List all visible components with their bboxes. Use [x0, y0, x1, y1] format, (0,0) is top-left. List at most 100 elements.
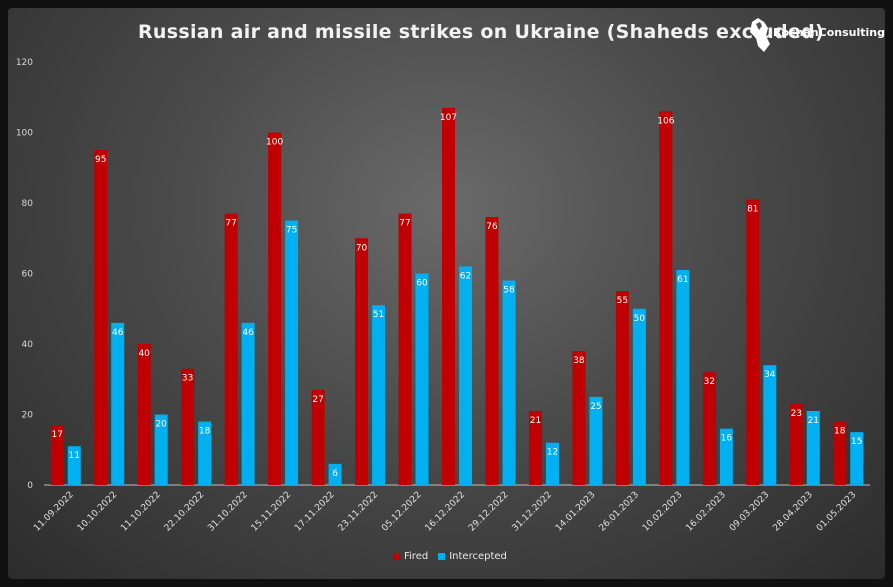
data-label-fired: 70 — [356, 243, 368, 253]
x-tick-label: 01.05.2023 — [815, 490, 859, 534]
legend-item-fired: Fired — [393, 551, 428, 562]
legend: Fired Intercepted — [393, 551, 507, 562]
bar-fired — [702, 372, 716, 485]
bar-fired — [224, 213, 238, 485]
data-label-intercepted: 61 — [677, 275, 688, 285]
legend-item-intercepted: Intercepted — [438, 551, 507, 562]
bar-fired — [485, 217, 499, 485]
data-label-intercepted: 50 — [634, 314, 646, 324]
bar-fired — [355, 238, 369, 485]
bar-fired — [311, 389, 325, 485]
legend-label-intercepted: Intercepted — [449, 551, 507, 562]
bar-intercepted — [328, 463, 342, 485]
bar-fired — [746, 199, 760, 485]
legend-swatch-intercepted — [438, 553, 446, 560]
bar-fired — [528, 410, 542, 485]
bar-intercepted — [67, 446, 81, 485]
data-label-fired: 76 — [486, 222, 498, 232]
data-label-intercepted: 75 — [286, 226, 297, 236]
y-tick-label: 80 — [22, 199, 34, 209]
bar-fired — [833, 421, 847, 485]
data-label-intercepted: 25 — [590, 402, 601, 412]
data-label-intercepted: 58 — [503, 286, 515, 296]
bar-fired — [94, 150, 108, 485]
x-tick-label: 26.01.2023 — [598, 490, 642, 534]
bar-intercepted — [719, 428, 733, 485]
y-tick-label: 40 — [22, 340, 34, 350]
data-label-intercepted: 60 — [416, 279, 428, 289]
data-label-fired: 17 — [52, 430, 63, 440]
bar-fired — [615, 291, 629, 485]
data-label-fired: 38 — [573, 356, 585, 366]
x-tick-label: 10.02.2023 — [641, 490, 685, 534]
bar-intercepted — [111, 322, 125, 485]
data-label-intercepted: 51 — [373, 310, 384, 320]
bar-intercepted — [502, 280, 516, 485]
data-label-fired: 21 — [530, 416, 541, 426]
data-label-fired: 107 — [440, 113, 457, 123]
bar-intercepted — [676, 269, 690, 485]
bar-fired — [442, 107, 455, 485]
x-tick-label: 28.04.2023 — [771, 490, 815, 534]
rochan-logo-icon — [750, 18, 770, 52]
data-label-intercepted: 15 — [851, 437, 862, 447]
bar-intercepted — [632, 308, 646, 485]
data-label-fired: 106 — [657, 116, 674, 126]
x-tick-label: 17.11.2022 — [293, 490, 337, 534]
y-tick-label: 60 — [22, 270, 34, 280]
y-tick-label: 100 — [16, 129, 33, 139]
data-label-fired: 40 — [138, 349, 150, 359]
bar-intercepted — [589, 396, 603, 485]
bar-fired — [789, 403, 803, 485]
data-label-fired: 77 — [399, 219, 410, 229]
x-tick-label: 16.12.2022 — [424, 490, 468, 534]
x-tick-label: 14.01.2023 — [554, 490, 598, 534]
data-label-intercepted: 20 — [155, 420, 167, 430]
data-label-intercepted: 12 — [547, 448, 558, 458]
bar-intercepted — [198, 421, 212, 485]
bar-fired — [50, 425, 64, 485]
data-label-intercepted: 62 — [460, 271, 471, 281]
data-label-intercepted: 21 — [808, 416, 819, 426]
legend-label-fired: Fired — [404, 551, 429, 562]
data-label-intercepted: 16 — [721, 434, 733, 444]
data-label-fired: 27 — [312, 395, 323, 405]
x-tick-label: 29.12.2022 — [467, 490, 511, 534]
bar-intercepted — [415, 273, 429, 485]
data-label-intercepted: 18 — [199, 427, 211, 437]
x-tick-label: 22.10.2022 — [163, 490, 207, 534]
data-label-fired: 33 — [182, 374, 193, 384]
bar-fired — [137, 344, 151, 485]
bar-intercepted — [285, 220, 299, 485]
bar-intercepted — [763, 365, 777, 485]
data-label-fired: 81 — [747, 204, 758, 214]
x-tick-label: 16.02.2023 — [684, 490, 728, 534]
bar-fired — [268, 132, 282, 485]
logo-text: RochanConsulting — [773, 26, 885, 39]
data-label-fired: 18 — [834, 427, 846, 437]
x-tick-label: 11.10.2022 — [119, 490, 163, 534]
bar-intercepted — [372, 305, 386, 485]
bar-fired — [659, 111, 673, 485]
data-label-fired: 100 — [266, 138, 283, 148]
data-label-intercepted: 11 — [69, 451, 80, 461]
x-tick-label: 09.03.2023 — [728, 490, 772, 534]
bar-fired — [572, 351, 586, 485]
data-label-intercepted: 46 — [242, 328, 254, 338]
bar-intercepted — [806, 410, 820, 485]
y-tick-label: 0 — [27, 481, 33, 491]
data-label-intercepted: 34 — [764, 370, 776, 380]
data-label-intercepted: 6 — [332, 469, 338, 479]
bar-intercepted — [545, 442, 559, 485]
bar-intercepted — [241, 322, 255, 485]
data-label-intercepted: 46 — [112, 328, 124, 338]
x-tick-label: 15.11.2022 — [250, 490, 294, 534]
x-tick-label: 23.11.2022 — [337, 490, 381, 534]
x-tick-label: 11.09.2022 — [32, 490, 76, 534]
data-label-fired: 23 — [791, 409, 802, 419]
chart-title: Russian air and missile strikes on Ukrai… — [138, 21, 824, 43]
data-label-fired: 32 — [704, 377, 715, 387]
y-tick-label: 120 — [16, 58, 33, 68]
bar-intercepted — [154, 414, 168, 485]
